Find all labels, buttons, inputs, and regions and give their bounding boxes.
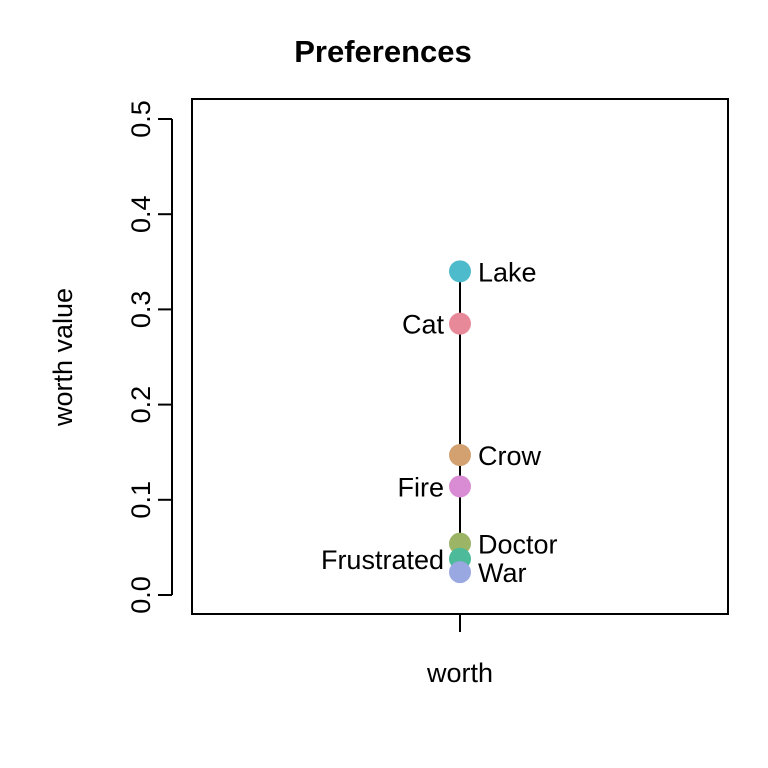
data-label-lake: Lake xyxy=(478,257,537,287)
y-axis: 0.0 0.1 0.2 0.3 0.4 0.5 xyxy=(126,100,173,614)
data-point-cat xyxy=(449,312,471,335)
data-point-crow xyxy=(449,444,471,467)
y-tick-label: 0.4 xyxy=(126,195,156,233)
y-tick-label: 0.2 xyxy=(126,386,156,424)
y-tick-label: 0.3 xyxy=(126,291,156,329)
data-point-war xyxy=(449,561,471,584)
data-label-frustrated: Frustrated xyxy=(321,545,444,575)
y-tick-label: 0.0 xyxy=(126,576,156,614)
data-point-fire xyxy=(449,475,471,498)
y-tick-label: 0.5 xyxy=(126,100,156,138)
data-label-crow: Crow xyxy=(478,441,542,471)
data-label-cat: Cat xyxy=(402,310,445,340)
y-axis-label: worth value xyxy=(48,288,78,427)
y-tick-label: 0.1 xyxy=(126,481,156,519)
data-point-lake xyxy=(449,260,471,283)
data-label-war: War xyxy=(478,558,527,588)
data-label-doctor: Doctor xyxy=(478,530,558,560)
data-point-doctor xyxy=(449,532,471,555)
data-label-fire: Fire xyxy=(398,472,445,502)
x-axis: worth xyxy=(426,614,493,688)
chart-title: Preferences xyxy=(294,34,472,69)
x-tick-label: worth xyxy=(426,658,493,688)
chart-marks: Lake Cat Crow Fire Doctor Frustrated War xyxy=(321,257,558,588)
